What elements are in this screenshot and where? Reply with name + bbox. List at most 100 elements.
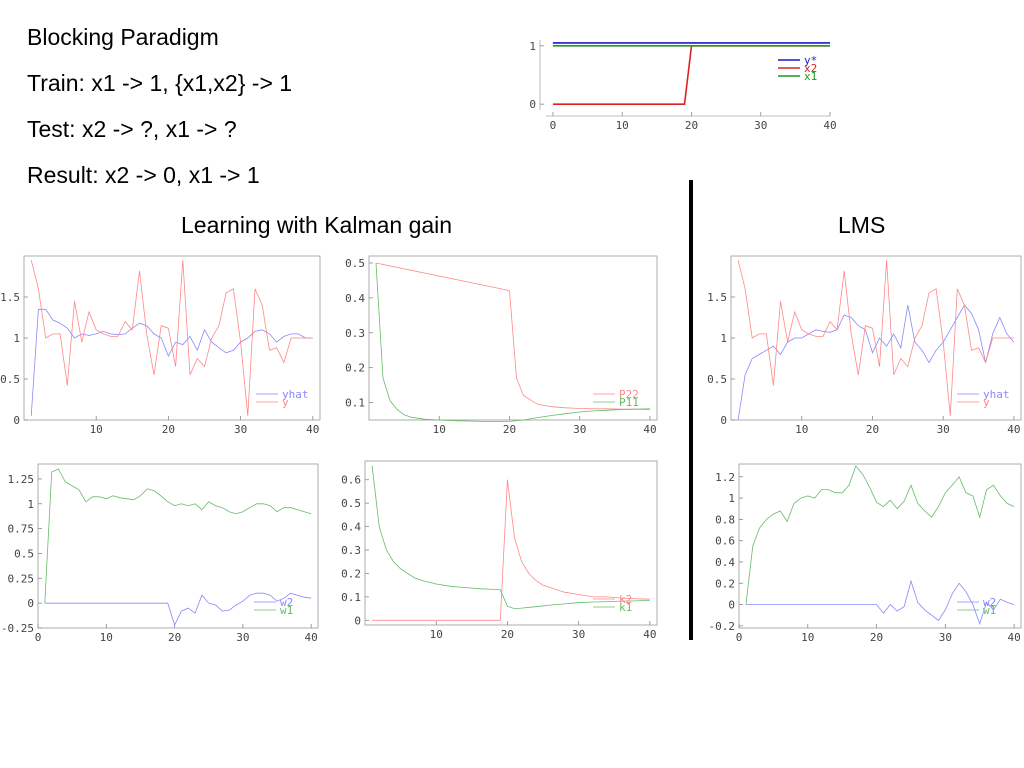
y-tick-label: 1 [529, 40, 536, 53]
result-line: Result: x2 -> 0, x1 -> 1 [27, 162, 260, 188]
x-tick-label: 30 [937, 423, 950, 436]
series-line-P11 [375, 262, 651, 422]
plot-frame [738, 463, 1022, 629]
x-tick-label: 40 [306, 423, 319, 436]
y-tick-label: 0.5 [707, 373, 727, 386]
y-tick-label: 1.5 [707, 291, 727, 304]
y-tick-label: 0 [529, 98, 536, 111]
plot-frame [368, 255, 658, 421]
x-tick-label: 10 [100, 631, 113, 644]
y-tick-label: 0.5 [341, 497, 361, 510]
y-tick-label: 0.1 [345, 397, 365, 410]
y-tick-label: 0.2 [715, 577, 735, 590]
x-tick-label: 20 [685, 119, 698, 132]
x-tick-label: 20 [162, 423, 175, 436]
series-line-x2 [552, 45, 830, 105]
x-tick-label: 10 [795, 423, 808, 436]
x-tick-label: 40 [305, 631, 318, 644]
legend-label: P11 [619, 396, 639, 409]
x-tick-label: 40 [823, 119, 836, 132]
x-tick-label: 10 [616, 119, 629, 132]
legend-label: x2 [804, 62, 817, 75]
legend-label: P22 [619, 388, 639, 401]
legend-label: yhat [983, 388, 1010, 401]
y-tick-label: 0.2 [341, 567, 361, 580]
legend-label: w1 [983, 604, 996, 617]
x-tick-label: 40 [1007, 423, 1020, 436]
legend-label: k2 [619, 593, 632, 606]
plot-frame [37, 463, 319, 629]
y-tick-label: 0.3 [341, 544, 361, 557]
x-tick-label: 30 [939, 631, 952, 644]
y-tick-label: 1.25 [8, 473, 35, 486]
slide-title: Blocking Paradigm [27, 24, 219, 50]
y-tick-label: 0.5 [14, 547, 34, 560]
y-tick-label: 1 [27, 498, 34, 511]
y-tick-label: 1 [720, 332, 727, 345]
x-tick-label: 30 [573, 423, 586, 436]
plot-frame [364, 460, 658, 626]
series-line-k2 [372, 479, 650, 621]
y-tick-label: 0 [27, 597, 34, 610]
x-tick-label: 30 [234, 423, 247, 436]
y-tick-label: 1.2 [715, 471, 735, 484]
train-line: Train: x1 -> 1, {x1,x2} -> 1 [27, 70, 293, 96]
y-tick-label: 0.4 [715, 556, 735, 569]
y-tick-label: 0 [728, 599, 735, 612]
y-tick-label: 0.4 [345, 292, 365, 305]
y-tick-label: -0.25 [1, 622, 34, 635]
series-line-k1 [371, 465, 650, 610]
y-tick-label: 1 [728, 492, 735, 505]
y-tick-label: -0.2 [709, 620, 736, 633]
series-line-yhat [737, 304, 1015, 421]
legend-label: w2 [280, 596, 293, 609]
plot-frame [730, 255, 1022, 421]
x-tick-label: 10 [90, 423, 103, 436]
x-tick-label: 0 [736, 631, 743, 644]
legend-label: yhat [282, 388, 309, 401]
x-tick-label: 10 [433, 423, 446, 436]
y-tick-label: 0.8 [715, 513, 735, 526]
series-line-w1 [44, 468, 312, 604]
x-tick-label: 0 [550, 119, 557, 132]
series-line-yhat [30, 308, 313, 416]
y-tick-label: 0.6 [715, 535, 735, 548]
legend-label: w2 [983, 596, 996, 609]
legend-label: w1 [280, 604, 293, 617]
series-line-w1 [745, 465, 1015, 605]
x-tick-label: 10 [801, 631, 814, 644]
series-line-w2 [44, 592, 312, 627]
y-tick-label: 0.5 [0, 373, 20, 386]
y-tick-label: 0 [354, 614, 361, 627]
x-tick-label: 0 [35, 631, 42, 644]
legend-label: y [282, 396, 289, 409]
series-line-y [30, 260, 313, 416]
y-tick-label: 1.5 [0, 291, 20, 304]
legend-label: x1 [804, 70, 817, 83]
section-divider [689, 180, 693, 640]
x-tick-label: 20 [870, 631, 883, 644]
x-tick-label: 20 [501, 628, 514, 641]
x-tick-label: 40 [643, 423, 656, 436]
x-tick-label: 20 [168, 631, 181, 644]
x-tick-label: 40 [643, 628, 656, 641]
plot-frame [23, 255, 321, 421]
kalman-section-title: Learning with Kalman gain [181, 212, 453, 238]
x-tick-label: 30 [754, 119, 767, 132]
y-tick-label: 0.2 [345, 362, 365, 375]
y-tick-label: 0 [720, 414, 727, 427]
x-tick-label: 10 [430, 628, 443, 641]
legend-label: y* [804, 54, 817, 67]
y-tick-label: 0.4 [341, 521, 361, 534]
lms-section-title: LMS [838, 212, 886, 238]
y-tick-label: 0.75 [8, 523, 35, 536]
y-tick-label: 1 [13, 332, 20, 345]
x-tick-label: 30 [236, 631, 249, 644]
y-tick-label: 0.5 [345, 257, 365, 270]
